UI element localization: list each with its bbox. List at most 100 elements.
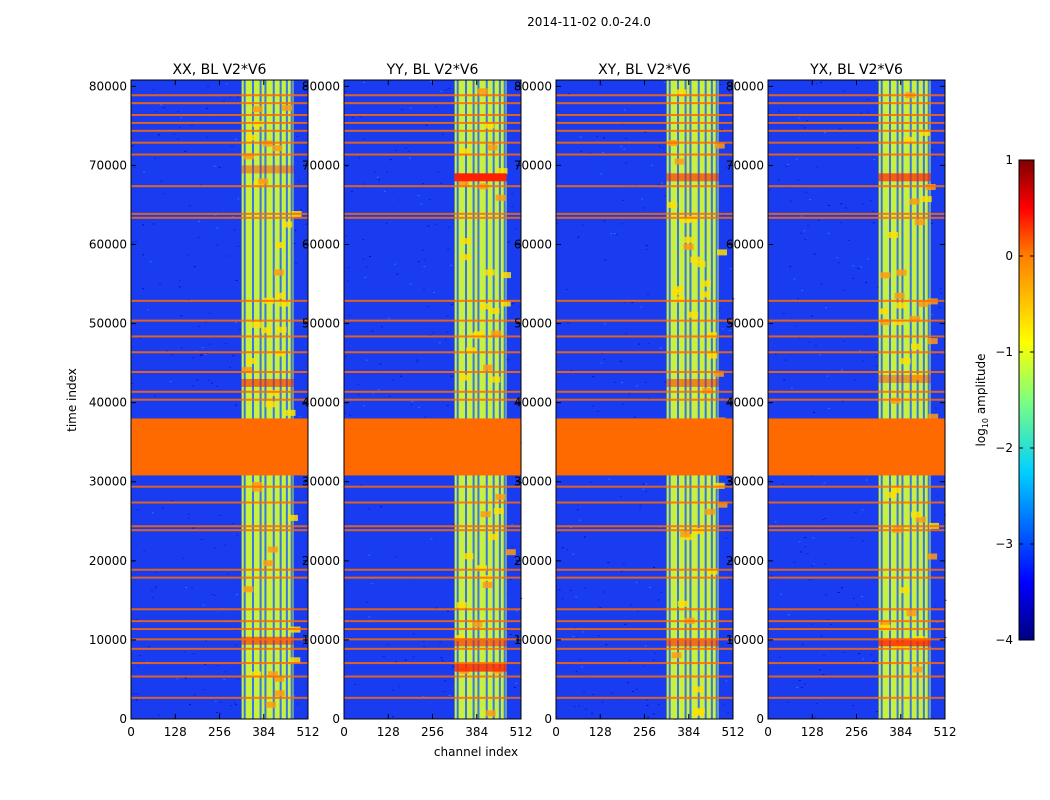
heatmap-noise [437, 171, 440, 173]
heatmap-noise [645, 245, 648, 247]
y-tick-label: 10000 [514, 633, 552, 647]
heatmap-noise [450, 375, 453, 377]
x-tick-label: 512 [297, 725, 320, 739]
y-tick-label: 80000 [514, 79, 552, 93]
heatmap-noise [205, 107, 208, 109]
band-red-hotspot [241, 378, 294, 387]
flagged-region [344, 418, 521, 476]
band-hotspot [477, 565, 487, 572]
heatmap-noise [852, 705, 854, 707]
heatmap-noise [299, 208, 302, 210]
heatmap-noise [875, 711, 878, 713]
artifact-line [131, 121, 308, 124]
band-hotspot [680, 531, 691, 538]
artifact-line [131, 390, 308, 393]
band-hotspot [251, 671, 262, 678]
heatmap-noise [299, 415, 302, 417]
band-hotspot [263, 560, 274, 567]
heatmap-noise [800, 551, 803, 553]
heatmap-noise [645, 699, 648, 701]
heatmap-noise [444, 89, 447, 91]
band-hotspot [282, 104, 293, 111]
heatmap-noise [806, 120, 809, 122]
heatmap-noise [452, 523, 455, 525]
heatmap-noise [573, 706, 576, 708]
heatmap-noise [940, 292, 942, 294]
heatmap-noise [608, 478, 611, 480]
heatmap-noise [824, 563, 827, 565]
heatmap-noise [558, 589, 561, 591]
heatmap-noise [440, 657, 443, 659]
panel-title: YX, BL V2*V6 [809, 62, 903, 78]
heatmap-noise [653, 566, 656, 568]
heatmap-noise [234, 704, 237, 706]
heatmap-noise [646, 705, 649, 706]
heatmap-noise [839, 222, 842, 224]
heatmap-noise [516, 556, 519, 558]
heatmap-noise [867, 111, 870, 113]
artifact-line [344, 525, 521, 528]
heatmap-noise [188, 704, 191, 706]
heatmap-noise [505, 591, 508, 593]
band-hotspot [245, 134, 256, 141]
heatmap-noise [135, 699, 138, 701]
heatmap-noise [633, 416, 636, 418]
x-axis-label: channel index [434, 745, 518, 759]
heatmap-noise [930, 149, 933, 151]
colorbar-tick-label: −1 [995, 345, 1013, 359]
heatmap-noise [511, 205, 514, 207]
heatmap-noise [647, 717, 650, 719]
heatmap-noise [628, 393, 631, 395]
heatmap-noise [362, 239, 365, 241]
heatmap-noise [344, 412, 347, 414]
heatmap-noise [395, 556, 398, 558]
y-tick-label: 70000 [514, 158, 552, 172]
heatmap-noise [424, 416, 427, 418]
heatmap-noise [774, 354, 777, 355]
artifact-line [131, 216, 308, 219]
heatmap-noise [602, 137, 605, 139]
artifact-line [131, 319, 308, 322]
panel-yy: YY, BL V2*V6 0 128 256 384 512 0 10000 20000 3000… [302, 62, 533, 739]
colorbar-tick-label: −3 [995, 537, 1013, 551]
band-hotspot [500, 300, 511, 307]
heatmap-noise [426, 306, 429, 308]
artifact-line [768, 153, 945, 156]
heatmap-noise [200, 184, 203, 186]
heatmap-noise [815, 703, 818, 704]
heatmap-noise [583, 692, 586, 694]
heatmap-noise [370, 583, 373, 585]
heatmap-noise [602, 591, 605, 593]
heatmap-noise [872, 222, 875, 224]
figure-suptitle: 2014-11-02 0.0-24.0 [527, 15, 651, 29]
heatmap-noise [446, 405, 449, 407]
y-tick-label: 70000 [89, 158, 127, 172]
artifact-line [768, 696, 945, 699]
heatmap-noise [862, 203, 865, 205]
heatmap-noise [219, 515, 221, 516]
heatmap-noise [306, 580, 309, 582]
artifact-line [768, 114, 945, 117]
x-tick-label: 128 [164, 725, 187, 739]
heatmap-noise [439, 641, 442, 643]
band-hotspot [713, 370, 724, 377]
heatmap-noise [623, 148, 626, 150]
heatmap-noise [807, 224, 810, 226]
y-tick-label: 20000 [514, 554, 552, 568]
heatmap-noise [569, 589, 572, 591]
band-hotspot [267, 546, 278, 553]
heatmap-noise [447, 248, 450, 250]
artifact-line [344, 351, 521, 354]
heatmap-noise [729, 561, 732, 563]
heatmap-noise [596, 135, 599, 137]
heatmap-noise [801, 643, 804, 645]
heatmap-noise [934, 605, 937, 607]
heatmap-noise [856, 604, 859, 606]
artifact-line [768, 501, 945, 504]
heatmap-noise [446, 331, 448, 333]
heatmap-noise [570, 370, 573, 372]
heatmap-noise [511, 546, 514, 548]
heatmap-noise [662, 147, 665, 149]
band-hotspot [275, 292, 286, 299]
artifact-line [344, 529, 521, 532]
